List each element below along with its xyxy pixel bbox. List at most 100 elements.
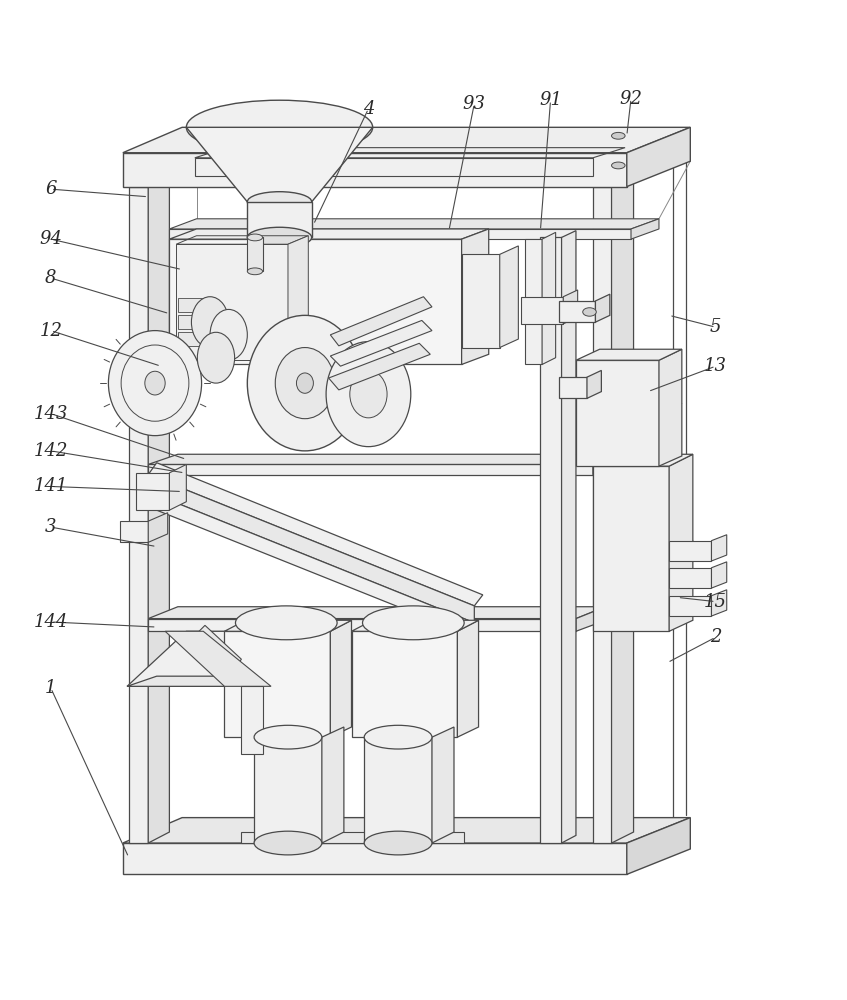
Polygon shape (595, 294, 610, 322)
Text: 2: 2 (710, 628, 722, 646)
Ellipse shape (191, 297, 229, 348)
Polygon shape (224, 631, 330, 737)
Polygon shape (254, 737, 322, 843)
Polygon shape (288, 236, 308, 360)
Polygon shape (525, 239, 542, 364)
Text: 13: 13 (704, 357, 728, 375)
Polygon shape (711, 535, 727, 561)
Ellipse shape (326, 342, 411, 447)
Polygon shape (627, 127, 690, 187)
Polygon shape (148, 176, 169, 843)
Polygon shape (330, 297, 432, 346)
Ellipse shape (247, 192, 312, 212)
Ellipse shape (108, 331, 202, 436)
Text: 1: 1 (45, 679, 57, 697)
Polygon shape (329, 343, 430, 390)
Polygon shape (123, 127, 690, 153)
Polygon shape (669, 454, 693, 631)
Polygon shape (123, 843, 627, 874)
Polygon shape (457, 620, 479, 737)
Ellipse shape (275, 348, 335, 419)
Polygon shape (165, 631, 271, 686)
Ellipse shape (612, 132, 625, 139)
Ellipse shape (363, 606, 464, 640)
Polygon shape (352, 631, 457, 737)
Polygon shape (500, 246, 518, 348)
Polygon shape (148, 463, 483, 606)
Polygon shape (559, 377, 587, 398)
Text: 142: 142 (34, 442, 68, 460)
Polygon shape (199, 625, 241, 665)
Text: 141: 141 (34, 477, 68, 495)
Ellipse shape (210, 309, 247, 360)
Ellipse shape (350, 370, 387, 418)
Ellipse shape (186, 100, 373, 154)
Polygon shape (176, 244, 288, 360)
Polygon shape (352, 620, 479, 631)
Polygon shape (627, 818, 690, 874)
Polygon shape (576, 607, 606, 631)
Polygon shape (669, 568, 711, 588)
Polygon shape (576, 349, 682, 360)
Polygon shape (612, 176, 634, 843)
Text: 3: 3 (45, 518, 57, 536)
Ellipse shape (364, 725, 432, 749)
Polygon shape (169, 239, 462, 364)
Ellipse shape (247, 227, 312, 248)
Polygon shape (136, 473, 169, 510)
Polygon shape (247, 202, 312, 237)
Ellipse shape (583, 308, 596, 316)
Polygon shape (587, 370, 601, 398)
Polygon shape (178, 298, 203, 312)
Polygon shape (593, 454, 693, 466)
Polygon shape (148, 513, 168, 542)
Polygon shape (330, 620, 352, 737)
Polygon shape (562, 231, 576, 843)
Text: 8: 8 (45, 269, 57, 287)
Polygon shape (148, 464, 593, 475)
Polygon shape (178, 315, 203, 329)
Ellipse shape (296, 373, 313, 393)
Polygon shape (241, 832, 464, 843)
Polygon shape (148, 619, 576, 631)
Polygon shape (669, 541, 711, 561)
Polygon shape (120, 521, 148, 542)
Polygon shape (148, 454, 623, 464)
Polygon shape (669, 596, 711, 616)
Polygon shape (169, 219, 659, 229)
Text: 12: 12 (39, 322, 63, 340)
Polygon shape (169, 229, 489, 239)
Polygon shape (559, 301, 595, 322)
Text: 94: 94 (39, 230, 63, 248)
Polygon shape (593, 466, 669, 631)
Polygon shape (127, 631, 415, 686)
Polygon shape (593, 187, 612, 843)
Polygon shape (224, 620, 352, 631)
Polygon shape (148, 607, 606, 619)
Polygon shape (563, 290, 578, 324)
Text: 15: 15 (704, 593, 728, 611)
Ellipse shape (247, 234, 263, 241)
Polygon shape (148, 475, 474, 623)
Text: 143: 143 (34, 405, 68, 423)
Polygon shape (521, 297, 563, 324)
Polygon shape (322, 727, 344, 843)
Polygon shape (127, 676, 388, 686)
Ellipse shape (612, 162, 625, 169)
Polygon shape (169, 464, 186, 510)
Ellipse shape (247, 268, 263, 275)
Text: 93: 93 (462, 95, 486, 113)
Text: 92: 92 (619, 90, 643, 108)
Ellipse shape (364, 831, 432, 855)
Polygon shape (540, 237, 562, 843)
Polygon shape (186, 127, 373, 202)
Ellipse shape (197, 332, 235, 383)
Polygon shape (169, 229, 631, 239)
Polygon shape (631, 219, 659, 239)
Polygon shape (247, 237, 263, 271)
Ellipse shape (247, 315, 363, 451)
Ellipse shape (235, 606, 337, 640)
Text: 5: 5 (710, 318, 722, 336)
Text: 6: 6 (45, 180, 57, 198)
Text: 4: 4 (363, 100, 374, 118)
